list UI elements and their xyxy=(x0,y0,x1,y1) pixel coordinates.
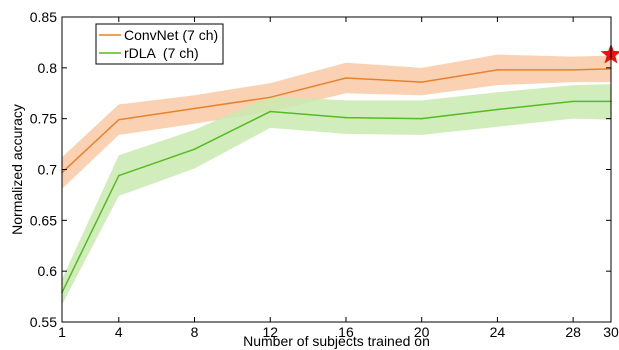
x-tick-label: 24 xyxy=(490,324,506,340)
confidence-band-0 xyxy=(62,54,611,189)
chart-annotations xyxy=(600,43,619,64)
y-tick-label: 0.7 xyxy=(38,162,58,178)
x-tick-label: 30 xyxy=(603,324,619,340)
data-point xyxy=(269,110,272,113)
confidence-band-1 xyxy=(62,84,611,305)
data-point xyxy=(572,100,574,103)
x-tick-label: 20 xyxy=(414,324,430,340)
series-lines xyxy=(61,68,612,294)
y-tick-label: 0.85 xyxy=(30,9,57,25)
legend: ConvNet (7 ch) rDLA (7 ch) xyxy=(95,23,224,65)
y-tick-label: 0.55 xyxy=(30,314,57,330)
y-axis-ticks: 0.55 0.6 0.65 0.7 0.75 0.8 0.85 xyxy=(30,9,611,330)
data-point xyxy=(420,117,423,120)
legend-box xyxy=(95,23,224,65)
x-tick-label: 8 xyxy=(191,324,199,340)
data-point xyxy=(496,69,499,71)
y-tick-label: 0.75 xyxy=(30,111,57,127)
legend-entry-label: ConvNet (7 ch) xyxy=(124,27,218,43)
y-tick-label: 0.65 xyxy=(30,212,57,228)
data-point xyxy=(269,96,272,99)
y-tick-label: 0.6 xyxy=(38,263,58,279)
data-point xyxy=(193,107,196,110)
legend-entry-label: rDLA (7 ch) xyxy=(124,45,199,61)
x-axis-ticks: 1 4 8 12 16 20 24 28 30 xyxy=(58,17,619,340)
data-point xyxy=(117,118,120,121)
x-axis-title: Number of subjects trained on xyxy=(243,333,430,349)
y-axis-title: Normalized accuracy xyxy=(9,104,25,235)
data-point xyxy=(345,116,347,119)
x-tick-label: 12 xyxy=(262,324,278,340)
data-point xyxy=(345,77,347,79)
y-tick-label: 0.8 xyxy=(38,60,58,76)
data-point xyxy=(193,148,196,150)
data-point xyxy=(117,174,120,177)
data-point xyxy=(420,81,423,83)
x-tick-label: 1 xyxy=(58,324,66,340)
x-tick-label: 4 xyxy=(115,324,123,340)
data-point xyxy=(496,108,499,111)
data-point xyxy=(572,69,574,71)
confidence-bands xyxy=(62,54,611,305)
x-tick-label: 16 xyxy=(338,324,354,340)
star-marker xyxy=(600,43,619,64)
x-tick-label: 28 xyxy=(565,324,581,340)
